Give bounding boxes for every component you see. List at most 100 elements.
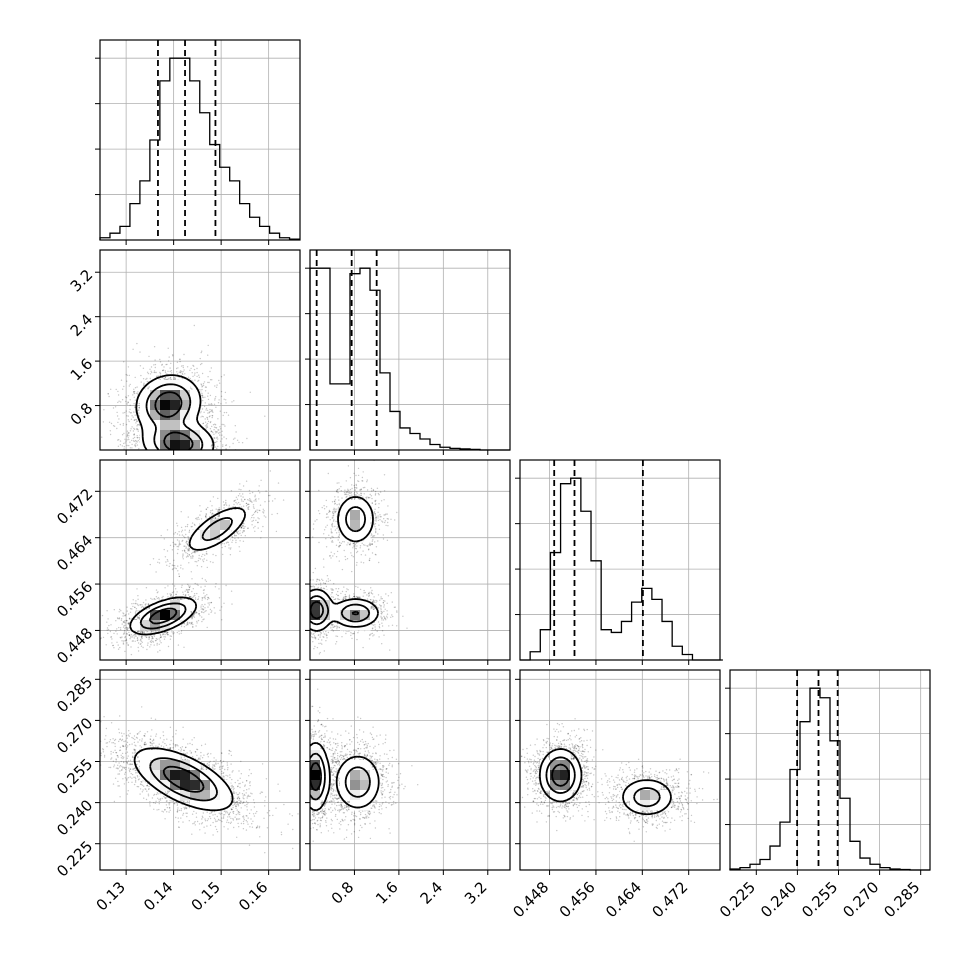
sample-point xyxy=(118,617,121,619)
sample-point xyxy=(234,425,236,427)
sample-point xyxy=(247,499,249,501)
sample-point xyxy=(201,392,203,395)
sample-point xyxy=(187,555,189,558)
sample-point xyxy=(125,410,127,412)
sample-point xyxy=(138,610,140,612)
sample-point xyxy=(204,603,206,606)
sample-point xyxy=(142,632,144,634)
sample-point xyxy=(182,558,184,560)
sample-point xyxy=(122,640,125,642)
sample-point xyxy=(211,410,213,413)
sample-point xyxy=(180,526,183,529)
sample-point xyxy=(137,428,139,431)
sample-point xyxy=(131,608,133,610)
sample-point xyxy=(175,543,177,545)
sample-point xyxy=(129,447,132,449)
sample-point xyxy=(106,621,108,623)
sample-point xyxy=(135,610,137,612)
sample-point xyxy=(133,434,135,436)
sample-point xyxy=(200,566,203,568)
sample-point xyxy=(204,596,206,598)
sample-point xyxy=(172,541,174,544)
sample-point xyxy=(213,426,216,428)
sample-point xyxy=(130,412,132,414)
sample-point xyxy=(221,606,223,608)
sample-point xyxy=(217,508,220,511)
sample-point xyxy=(157,561,159,563)
sample-point xyxy=(211,518,214,520)
density-cell xyxy=(180,380,191,391)
sample-point xyxy=(180,630,183,632)
sample-point xyxy=(193,365,195,367)
sample-point xyxy=(233,503,235,506)
sample-point xyxy=(115,620,117,622)
density-cell xyxy=(170,410,181,421)
sample-point xyxy=(191,578,193,580)
sample-point xyxy=(109,630,112,633)
sample-point xyxy=(126,627,129,629)
sample-point xyxy=(251,501,253,503)
sample-point xyxy=(121,434,124,436)
sample-point xyxy=(200,510,202,512)
sample-point xyxy=(216,431,218,433)
panel-frame-0-0 xyxy=(99,39,301,241)
sample-point xyxy=(237,501,240,504)
sample-point xyxy=(134,392,136,395)
sample-point xyxy=(185,595,187,597)
sample-point xyxy=(126,435,128,437)
sample-point xyxy=(190,526,192,528)
sample-point xyxy=(256,511,259,514)
sample-point xyxy=(128,432,130,434)
sample-point xyxy=(167,370,169,372)
sample-point xyxy=(144,605,147,607)
sample-point xyxy=(188,531,190,533)
sample-point xyxy=(149,373,152,375)
sample-point xyxy=(282,499,285,501)
sample-point xyxy=(129,638,131,640)
sample-point xyxy=(116,628,118,630)
sample-point xyxy=(214,424,217,426)
sample-point xyxy=(169,544,172,547)
sample-point xyxy=(217,438,219,440)
sample-point xyxy=(136,603,139,605)
sample-point xyxy=(150,631,152,634)
sample-point xyxy=(126,415,128,417)
sample-point xyxy=(141,641,143,643)
sample-point xyxy=(232,539,234,541)
sample-point xyxy=(153,598,155,600)
sample-point xyxy=(190,611,193,613)
sample-point xyxy=(120,401,122,403)
sample-point xyxy=(122,626,125,628)
sample-point xyxy=(181,624,183,626)
sample-point xyxy=(208,403,210,405)
sample-point xyxy=(236,503,238,505)
sample-point xyxy=(221,423,223,426)
sample-point xyxy=(171,549,174,551)
sample-point xyxy=(118,611,120,613)
sample-point xyxy=(202,589,205,591)
sample-point xyxy=(122,642,125,644)
sample-point xyxy=(165,378,167,381)
sample-point xyxy=(187,589,189,591)
sample-point xyxy=(244,498,246,501)
sample-point xyxy=(195,612,197,614)
sample-point xyxy=(187,545,190,547)
sample-point xyxy=(186,589,188,591)
sample-point xyxy=(133,411,135,413)
sample-point xyxy=(148,635,150,638)
sample-point xyxy=(211,425,213,428)
sample-point xyxy=(250,500,252,503)
sample-point xyxy=(153,644,155,646)
sample-point xyxy=(136,637,139,639)
sample-point xyxy=(262,512,265,514)
sample-point xyxy=(117,617,119,620)
sample-point xyxy=(191,617,193,619)
density-cell xyxy=(190,390,201,401)
sample-point xyxy=(218,514,220,516)
joint-panel-0-2 xyxy=(100,470,285,656)
sample-point xyxy=(125,633,128,635)
sample-point xyxy=(146,644,149,646)
sample-point xyxy=(138,402,140,405)
sample-point xyxy=(158,643,160,645)
sample-point xyxy=(198,518,200,520)
